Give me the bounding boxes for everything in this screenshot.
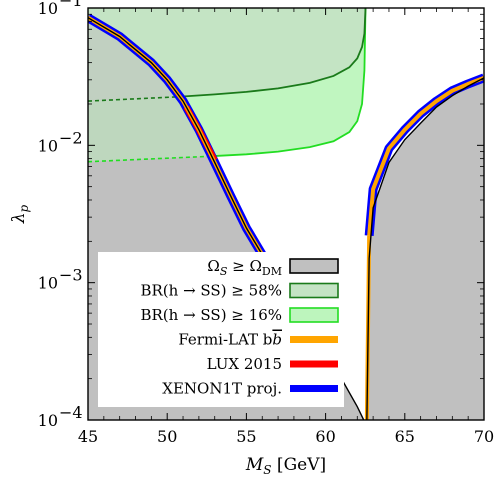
y-tick-exponent: −1 bbox=[59, 0, 83, 10]
y-axis-label: λp bbox=[9, 204, 31, 224]
x-tick-label: 50 bbox=[157, 427, 177, 446]
legend-label: XENON1T proj. bbox=[162, 380, 282, 398]
x-tick-label: 60 bbox=[315, 427, 335, 446]
legend-label: BR(h → SS) ≥ 16% bbox=[140, 306, 282, 324]
x-tick-label: 55 bbox=[236, 427, 256, 446]
br16-line bbox=[206, 8, 367, 158]
y-tick-exponent: −2 bbox=[59, 128, 83, 147]
legend-swatch bbox=[289, 282, 339, 299]
x-axis-label: MS [GeV] bbox=[245, 455, 326, 477]
legend: ΩS ≥ ΩDM BR(h → SS) ≥ 58% BR(h → SS) ≥ 16%… bbox=[98, 252, 344, 407]
y-tick-exponent: −3 bbox=[59, 266, 83, 285]
br58-line bbox=[175, 8, 367, 98]
y-tick-label: 10 bbox=[38, 411, 58, 430]
legend-box bbox=[98, 252, 344, 407]
y-tick-label: 10 bbox=[38, 136, 58, 155]
x-tick-label: 70 bbox=[474, 427, 494, 446]
legend-label: Fermi-LAT bb bbox=[178, 331, 282, 349]
br16-dashed-line bbox=[88, 155, 207, 163]
axis-labels: MS [GeV] λp bbox=[9, 204, 326, 477]
x-tick-label: 65 bbox=[395, 427, 415, 446]
legend-label: BR(h → SS) ≥ 58% bbox=[140, 282, 282, 300]
y-tick-label: 10 bbox=[38, 274, 58, 293]
plot-frame bbox=[87, 7, 485, 421]
br58-dashed-line bbox=[88, 96, 176, 102]
legend-label: LUX 2015 bbox=[207, 355, 282, 373]
legend-swatch bbox=[289, 258, 339, 274]
x-tick-label: 45 bbox=[78, 427, 98, 446]
legend-label: ΩS ≥ ΩDM bbox=[207, 257, 282, 278]
y-tick-exponent: −4 bbox=[59, 403, 83, 422]
y-tick-label: 10 bbox=[38, 0, 58, 18]
legend-swatch bbox=[289, 307, 339, 323]
fermi-right-line bbox=[367, 75, 484, 236]
